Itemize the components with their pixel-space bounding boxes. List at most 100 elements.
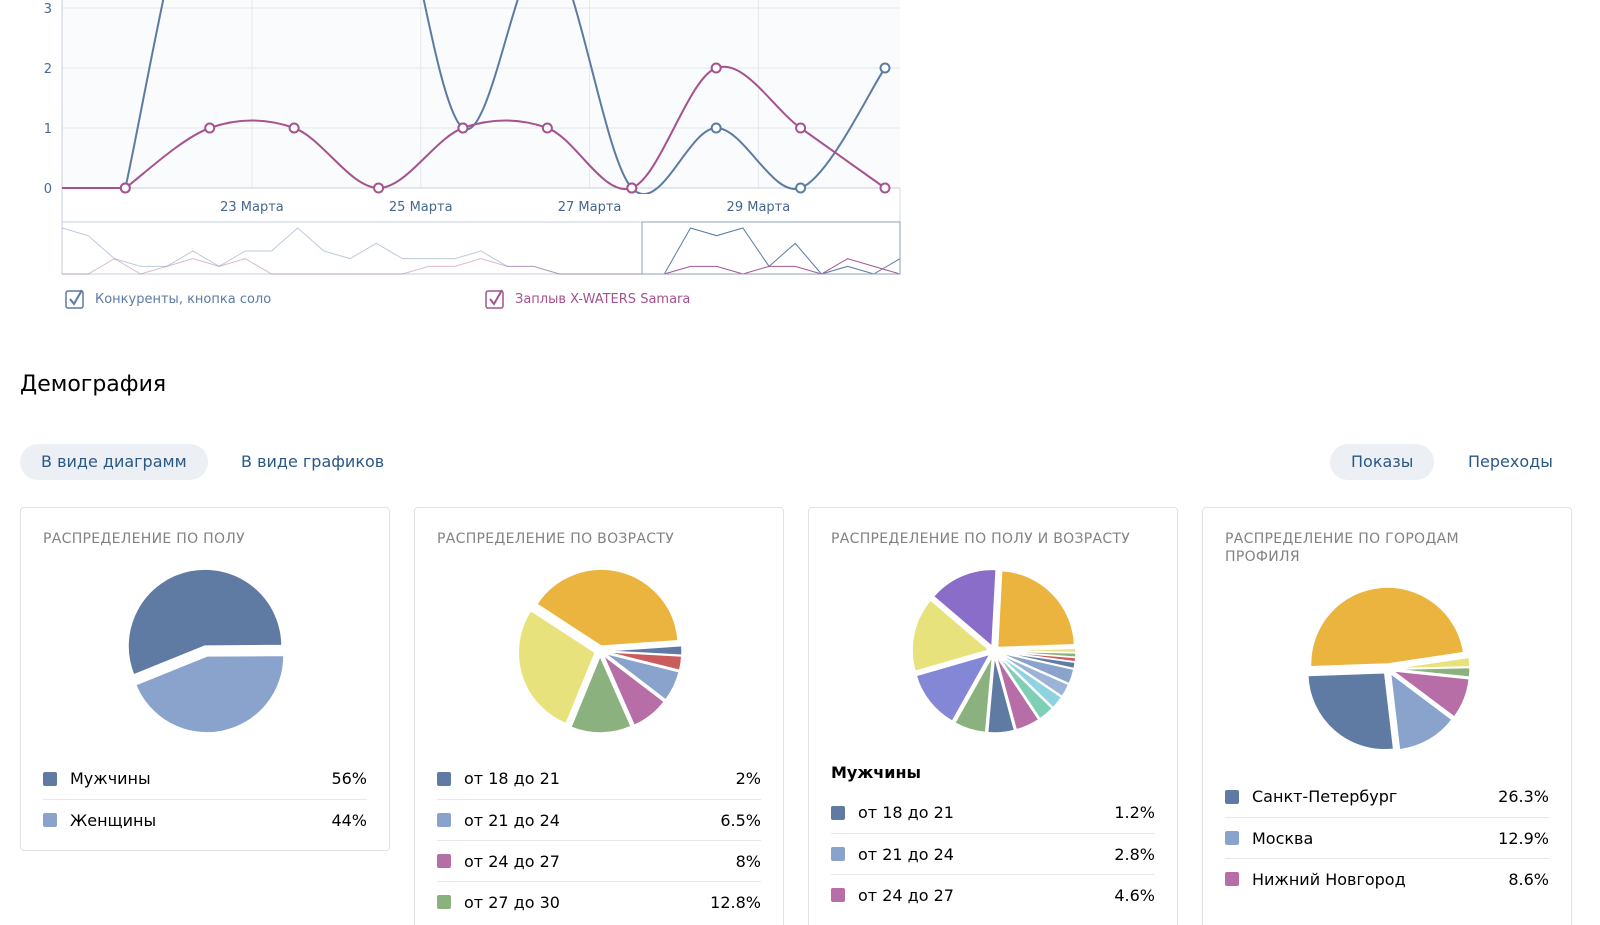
pie-slice xyxy=(996,569,1076,649)
pie-slice xyxy=(997,652,1070,698)
legend-label: Нижний Новгород xyxy=(1252,869,1406,889)
legend-row: Мужчины 56% xyxy=(43,758,367,799)
chart-card: РАСПРЕДЕЛЕНИЕ ПО ГОРОДАМ ПРОФИЛЯ Санкт-Пе… xyxy=(1202,507,1572,925)
pie-slice xyxy=(911,598,991,673)
view-tab[interactable]: В виде диаграмм xyxy=(20,444,208,480)
legend-label: от 21 до 24 xyxy=(464,810,560,830)
chart-title: РАСПРЕДЕЛЕНИЕ ПО ПОЛУ xyxy=(43,531,245,547)
plot-background xyxy=(62,0,900,188)
legend-row: Санкт-Петербург 26.3% xyxy=(1225,776,1549,817)
legend-item[interactable]: Заплыв X-WATERS Samara xyxy=(485,289,690,309)
pie-slice xyxy=(127,568,283,676)
metric-tab[interactable]: Показы xyxy=(1330,444,1435,480)
legend-row: от 18 до 21 1.2% xyxy=(831,792,1155,833)
pie-slice xyxy=(1392,656,1471,670)
navigator-line xyxy=(62,258,901,275)
legend-swatch xyxy=(43,771,57,786)
legend-value: 8% xyxy=(735,851,761,871)
pie-slice xyxy=(986,655,1016,734)
point xyxy=(204,122,216,134)
chart-title: РАСПРЕДЕЛЕНИЕ ПО ПОЛУ И ВОЗРАСТУ xyxy=(831,531,1131,547)
legend-value: 2% xyxy=(735,769,761,788)
legend-row: от 24 до 27 4.6% xyxy=(831,874,1155,915)
point xyxy=(710,122,722,134)
legend: Мужчины от 18 до 21 1.2% от 21 до 24 2.8% от … xyxy=(831,754,1155,915)
point xyxy=(795,182,807,194)
pie-slice xyxy=(1309,586,1465,668)
legend-swatch xyxy=(1225,872,1239,886)
pie-slice xyxy=(535,568,679,647)
legend: Санкт-Петербург 26.3% Москва 12.9% Нижний Но… xyxy=(1225,772,1549,899)
section-heading: Демография xyxy=(20,372,167,397)
pie-slice xyxy=(953,655,994,734)
pie-slice xyxy=(997,653,1063,709)
pie-slice xyxy=(569,654,633,734)
navigator-window[interactable] xyxy=(641,221,901,275)
y-tick-label: 3 xyxy=(44,2,52,17)
legend-swatch xyxy=(437,813,451,827)
legend-value: 6.5% xyxy=(720,810,761,830)
point xyxy=(626,182,638,194)
pie-slice xyxy=(517,609,597,725)
x-tick-label: 27 Марта xyxy=(558,200,622,215)
point xyxy=(879,62,891,74)
legend-value: 8.6% xyxy=(1508,869,1549,889)
point xyxy=(541,122,553,134)
legend-swatch xyxy=(1225,831,1239,845)
chart-title: РАСПРЕДЕЛЕНИЕ ПО ВОЗРАСТУ xyxy=(437,531,675,547)
legend-value: 4.6% xyxy=(1114,885,1155,905)
legend-group: Мужчины xyxy=(831,763,921,782)
checkmark xyxy=(69,289,83,306)
legend-label: от 18 до 21 xyxy=(464,769,560,788)
legend-swatch xyxy=(831,847,845,861)
point xyxy=(373,182,385,194)
plot xyxy=(62,0,891,194)
point xyxy=(710,62,722,74)
point xyxy=(795,122,807,134)
y-tick-label: 1 xyxy=(44,122,52,137)
legend-item[interactable]: Конкуренты, кнопка соло xyxy=(65,289,271,309)
pie-slice xyxy=(1390,669,1471,719)
legend-value: 2.8% xyxy=(1114,844,1155,864)
legend-row: Москва 12.9% xyxy=(1225,817,1549,858)
chart-card: РАСПРЕДЕЛЕНИЕ ПО ПОЛУ И ВОЗРАСТУ Мужчины о… xyxy=(808,507,1178,925)
point xyxy=(879,182,891,194)
legend: Мужчины 56% Женщины 44% xyxy=(43,754,367,840)
pie-slice xyxy=(134,654,285,734)
pie-slice xyxy=(1389,671,1454,751)
x-tick-label: 29 Марта xyxy=(727,200,791,215)
legend-row: от 21 до 24 6.5% xyxy=(437,799,761,840)
y-tick-label: 0 xyxy=(44,182,52,197)
legend-swatch xyxy=(831,888,845,902)
legend-row: Нижний Новгород 8.6% xyxy=(1225,858,1549,899)
legend-label: Женщины xyxy=(70,810,157,830)
pie-slice xyxy=(604,650,683,672)
view-tab[interactable]: В виде графиков xyxy=(241,452,385,471)
pie-slice xyxy=(1307,672,1395,751)
legend-label: Санкт-Петербург xyxy=(1252,787,1398,806)
x-tick-label: 23 Марта xyxy=(220,200,284,215)
pie-slice xyxy=(996,654,1054,720)
pie-slice xyxy=(932,568,997,648)
x-tick-label: 25 Марта xyxy=(389,200,453,215)
legend-label: от 27 до 30 xyxy=(464,892,560,912)
pie-slice xyxy=(915,652,992,723)
legend-swatch xyxy=(43,813,57,827)
pie-chart xyxy=(517,568,683,734)
pie-chart xyxy=(911,568,1077,734)
legend-value: 26.3% xyxy=(1498,787,1549,806)
legend-label: от 24 до 27 xyxy=(858,885,954,905)
navigator-line xyxy=(61,227,901,275)
chart-card: РАСПРЕДЕЛЕНИЕ ПО ПОЛУ Мужчины 56% Женщины 44… xyxy=(20,507,390,851)
legend-swatch xyxy=(831,805,845,820)
metric-tab[interactable]: Переходы xyxy=(1468,452,1553,471)
legend-label: от 21 до 24 xyxy=(858,844,954,864)
pie-slice xyxy=(995,655,1040,731)
legend-label: от 18 до 21 xyxy=(858,803,954,822)
pie-slice xyxy=(998,651,1075,685)
line-chart: 0 1 2 3 23 Марта 25 Марта 27 Марта 29 Марта Конк… xyxy=(44,0,901,309)
legend-row: от 18 до 21 2% xyxy=(437,758,761,799)
legend-value: 56% xyxy=(331,769,367,788)
legend-value: 12.9% xyxy=(1498,828,1549,848)
legend-label: Москва xyxy=(1252,828,1314,848)
